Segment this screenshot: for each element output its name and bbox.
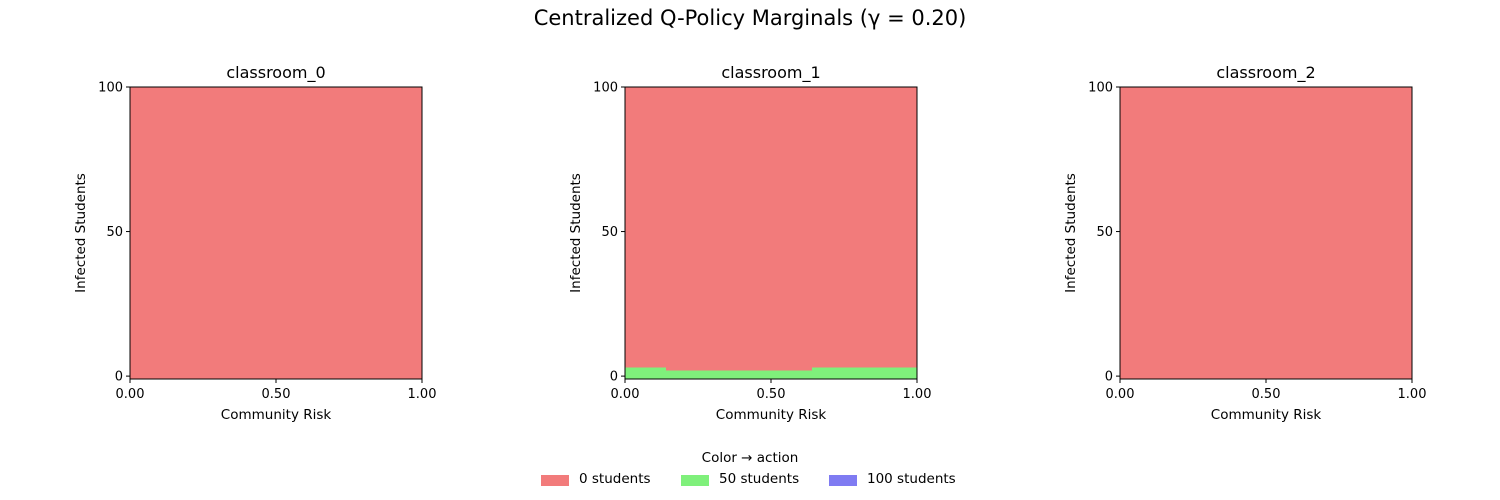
region-classroom_1-2 xyxy=(665,370,812,379)
panel-classroom_2: classroom_2 0.00 0.50 1.00 0 50 100 Community R… xyxy=(1063,63,1426,423)
y-tick-label-classroom_2-2: 100 xyxy=(1088,81,1113,96)
x-axis-label-classroom_2: Community Risk xyxy=(1211,407,1322,423)
panel-classroom_0: classroom_0 0.00 0.50 1.00 0 50 100 Community R… xyxy=(73,63,436,423)
y-tick-label-classroom_2-0: 0 xyxy=(1105,370,1113,385)
panel-title-classroom_1: classroom_1 xyxy=(721,63,820,83)
legend-label-100-students: 100 students xyxy=(867,471,956,487)
y-tick-label-classroom_0-2: 100 xyxy=(98,81,123,96)
y-tick-label-classroom_0-1: 50 xyxy=(106,225,123,240)
legend: Color → action 0 students 50 students 10… xyxy=(530,450,970,492)
x-tick-label-classroom_0-1: 0.50 xyxy=(262,387,291,402)
x-tick-label-classroom_0-0: 0.00 xyxy=(116,387,145,402)
y-axis-label-classroom_1: Infected Students xyxy=(568,173,584,293)
region-classroom_2-0 xyxy=(1120,87,1412,379)
legend-label-50-students: 50 students xyxy=(719,471,800,487)
region-classroom_1-1 xyxy=(625,367,666,379)
y-tick-label-classroom_1-2: 100 xyxy=(593,81,618,96)
y-tick-label-classroom_1-0: 0 xyxy=(610,370,618,385)
x-tick-label-classroom_1-0: 0.00 xyxy=(611,387,640,402)
x-tick-label-classroom_2-2: 1.00 xyxy=(1398,387,1427,402)
region-classroom_1-3 xyxy=(811,367,917,379)
legend-label-0-students: 0 students xyxy=(579,471,651,487)
y-axis-label-classroom_0: Infected Students xyxy=(73,173,89,293)
region-classroom_0-0 xyxy=(130,87,422,379)
y-axis-label-classroom_2: Infected Students xyxy=(1063,173,1079,293)
legend-title: Color → action xyxy=(701,450,799,466)
x-tick-label-classroom_2-1: 0.50 xyxy=(1252,387,1281,402)
region-classroom_1-0 xyxy=(625,87,917,379)
panel-title-classroom_2: classroom_2 xyxy=(1216,63,1315,83)
legend-swatch-100-students xyxy=(829,475,857,486)
legend-swatch-50-students xyxy=(681,475,709,486)
x-tick-label-classroom_2-0: 0.00 xyxy=(1106,387,1135,402)
x-axis-label-classroom_0: Community Risk xyxy=(221,407,332,423)
panel-classroom_1: classroom_1 0.00 0.50 1.00 0 50 100 Community R… xyxy=(568,63,931,423)
figure-title: Centralized Q-Policy Marginals (γ = 0.20… xyxy=(533,6,967,30)
legend-swatch-0-students xyxy=(541,475,569,486)
y-tick-label-classroom_2-1: 50 xyxy=(1096,225,1113,240)
x-tick-label-classroom_1-1: 0.50 xyxy=(757,387,786,402)
x-axis-label-classroom_1: Community Risk xyxy=(716,407,827,423)
y-tick-label-classroom_1-1: 50 xyxy=(601,225,618,240)
y-tick-label-classroom_0-0: 0 xyxy=(115,370,123,385)
x-tick-label-classroom_0-2: 1.00 xyxy=(408,387,437,402)
panel-title-classroom_0: classroom_0 xyxy=(226,63,325,83)
x-tick-label-classroom_1-2: 1.00 xyxy=(903,387,932,402)
